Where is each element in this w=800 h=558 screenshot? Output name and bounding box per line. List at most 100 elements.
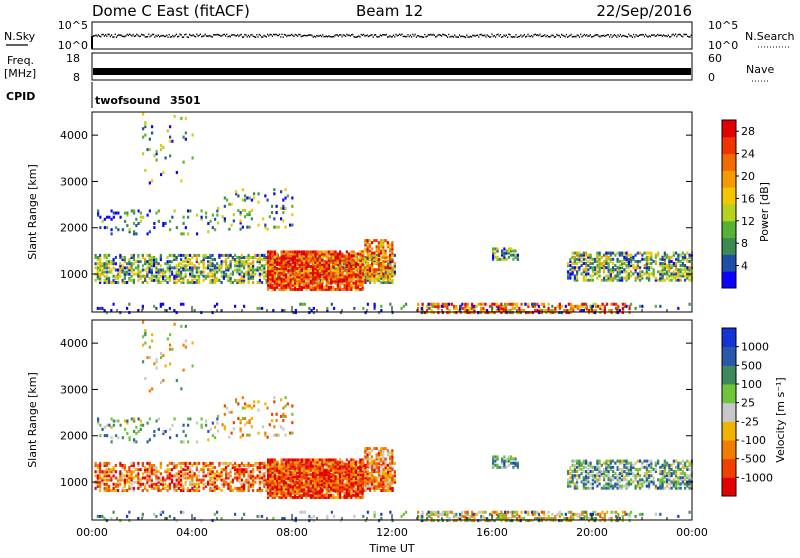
- power-cell: [183, 232, 185, 235]
- velocity-cell: [319, 490, 321, 493]
- power-cell: [644, 272, 646, 275]
- nsky-sample: [302, 35, 303, 37]
- power-cell: [180, 232, 182, 235]
- velocity-cell: [287, 483, 289, 486]
- nsky-sample: [355, 36, 356, 38]
- power-cell: [632, 256, 634, 259]
- power-cell: [158, 262, 160, 265]
- power-cell: [292, 288, 294, 291]
- nsky-sample: [543, 35, 544, 37]
- power-cell: [187, 209, 189, 212]
- nsky-sample: [344, 35, 345, 37]
- power-cell: [135, 266, 137, 269]
- power-cell: [317, 269, 319, 272]
- power-cell: [482, 303, 484, 306]
- velocity-cell: [312, 458, 314, 461]
- power-cell: [373, 275, 375, 278]
- freq-label-line2: [MHz]: [4, 67, 36, 80]
- power-cell: [594, 272, 596, 275]
- power-cell: [689, 260, 691, 263]
- power-cell: [156, 159, 158, 162]
- nsky-sample: [101, 34, 102, 36]
- nsky-sample: [280, 36, 281, 38]
- nsky-sample: [483, 35, 484, 37]
- velocity-cell: [185, 472, 187, 475]
- nsky-sample: [421, 36, 422, 38]
- nsky-sample: [514, 36, 515, 38]
- velocity-cell: [290, 471, 292, 474]
- velocity-cell: [189, 466, 191, 469]
- power-cell: [252, 281, 254, 284]
- nsky-sample: [596, 34, 597, 36]
- power-cell: [142, 254, 144, 257]
- power-cell: [106, 254, 108, 257]
- power-cell: [455, 305, 457, 308]
- velocity-cell: [203, 479, 205, 482]
- colorbar-tick-label: 16: [741, 192, 755, 205]
- velocity-cell: [243, 464, 245, 467]
- power-cell: [242, 226, 244, 229]
- power-cell: [167, 277, 169, 280]
- power-cell: [401, 307, 403, 310]
- power-cell: [212, 268, 214, 271]
- power-cell: [182, 264, 184, 267]
- power-cell: [576, 258, 578, 261]
- power-cell: [285, 284, 287, 287]
- power-cell: [491, 303, 493, 306]
- velocity-cell: [164, 470, 166, 473]
- nsky-sample: [182, 36, 183, 38]
- nsky-sample: [334, 35, 335, 37]
- velocity-cell: [312, 465, 314, 468]
- power-cell: [626, 252, 628, 255]
- power-cell: [234, 264, 236, 267]
- nsky-sample: [533, 34, 534, 36]
- power-cell: [276, 278, 278, 281]
- power-cell: [572, 256, 574, 259]
- velocity-cell: [115, 464, 117, 467]
- power-cell: [221, 254, 223, 257]
- nsky-sample: [191, 35, 192, 37]
- power-cell: [122, 279, 124, 282]
- power-cell: [548, 303, 550, 306]
- nsky-sample: [609, 36, 610, 38]
- power-cell: [341, 288, 343, 291]
- power-cell: [641, 305, 643, 308]
- power-cell: [144, 121, 146, 124]
- power-cell: [587, 260, 589, 263]
- power-cell: [512, 258, 514, 261]
- nsky-tick-low: 10^0: [58, 39, 88, 52]
- velocity-cell: [261, 466, 263, 469]
- power-cell: [263, 254, 265, 257]
- power-cell: [380, 281, 382, 284]
- power-cell: [551, 305, 553, 308]
- velocity-cell: [261, 476, 263, 479]
- power-cell: [243, 260, 245, 263]
- power-cell: [246, 196, 248, 199]
- nsky-sample: [321, 36, 322, 38]
- power-cell: [189, 281, 191, 284]
- velocity-cell: [285, 458, 287, 461]
- velocity-cell: [290, 463, 292, 466]
- power-cell: [592, 266, 594, 269]
- nsky-sample: [119, 34, 120, 36]
- nsky-sample: [566, 34, 567, 36]
- power-cell: [666, 277, 668, 280]
- power-cell: [362, 255, 364, 258]
- power-cell: [214, 258, 216, 261]
- power-cell: [389, 254, 391, 257]
- nsky-sample: [361, 34, 362, 36]
- nsky-sample: [608, 34, 609, 36]
- velocity-cell: [290, 458, 292, 461]
- velocity-cell: [191, 474, 193, 477]
- nsky-sample: [407, 34, 408, 36]
- power-cell: [196, 254, 198, 257]
- power-cell: [596, 270, 598, 273]
- nsky-sample: [373, 36, 374, 38]
- nave-tick-low: 0: [708, 71, 715, 84]
- power-cell: [258, 201, 260, 204]
- power-cell: [140, 260, 142, 263]
- velocity-cell: [276, 475, 278, 478]
- power-cell: [276, 267, 278, 270]
- velocity-cell: [101, 476, 103, 479]
- nsky-sample: [278, 35, 279, 37]
